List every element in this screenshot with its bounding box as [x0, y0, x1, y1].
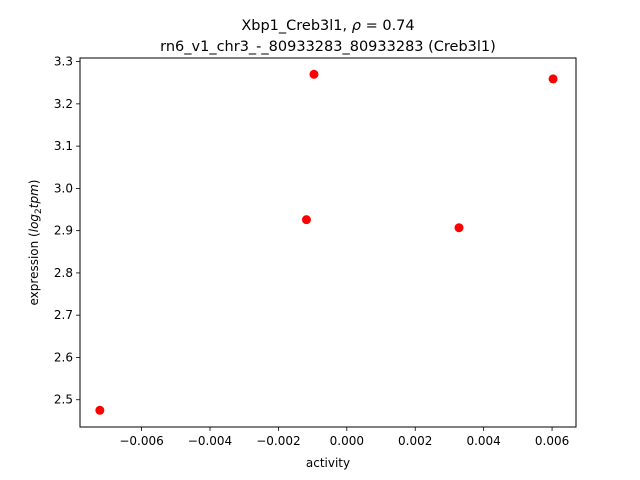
- x-tick-label: −0.006: [119, 434, 163, 448]
- data-point: [309, 69, 319, 79]
- data-point: [548, 74, 558, 84]
- y-tick-label: 2.5: [54, 393, 73, 407]
- data-point: [454, 223, 464, 233]
- y-tick-label: 2.9: [54, 224, 73, 238]
- y-axis-label-prefix: expression (: [27, 232, 41, 305]
- y-axis-ticks: 2.5 2.6 2.7 2.8 2.9 3.0 3.1 3.2 3.3: [54, 55, 80, 407]
- data-point: [301, 215, 311, 225]
- points-layer: [95, 69, 558, 415]
- y-tick-label: 3.1: [54, 139, 73, 153]
- y-tick-label: 2.7: [54, 308, 73, 322]
- x-axis-label: activity: [306, 456, 350, 470]
- y-axis-label-tpm: tpm: [27, 184, 41, 208]
- y-tick-label: 3.0: [54, 181, 73, 195]
- chart-title-prefix: Xbp1_Creb3l1,: [241, 18, 351, 34]
- y-axis-label-suffix: ): [27, 180, 41, 185]
- y-axis-label-subscript: 2: [34, 208, 44, 214]
- chart-title-line1: Xbp1_Creb3l1, ρ = 0.74: [241, 18, 414, 34]
- data-point: [95, 405, 105, 415]
- chart-title-rho-value: = 0.74: [361, 18, 415, 34]
- y-tick-label: 3.3: [54, 55, 73, 69]
- x-tick-label: 0.002: [398, 434, 432, 448]
- plot-frame: [79, 57, 577, 428]
- y-axis-label: expression (log2tpm): [27, 180, 44, 306]
- x-tick-label: 0.000: [330, 434, 364, 448]
- x-tick-label: −0.002: [256, 434, 300, 448]
- x-tick-label: 0.006: [535, 434, 569, 448]
- y-axis-label-log: log: [27, 214, 41, 233]
- plot-area: [80, 58, 576, 427]
- y-tick-label: 2.6: [54, 350, 73, 364]
- x-tick-label: 0.004: [466, 434, 500, 448]
- y-tick-label: 3.2: [54, 97, 73, 111]
- x-axis-ticks: −0.006 −0.004 −0.002 0.000 0.002 0.004 0.006: [119, 427, 569, 448]
- x-tick-label: −0.004: [188, 434, 232, 448]
- chart-title-rho-symbol: ρ: [352, 18, 362, 34]
- y-tick-label: 2.8: [54, 266, 73, 280]
- chart-title-line2: rn6_v1_chr3_-_80933283_80933283 (Creb3l1…: [160, 39, 496, 55]
